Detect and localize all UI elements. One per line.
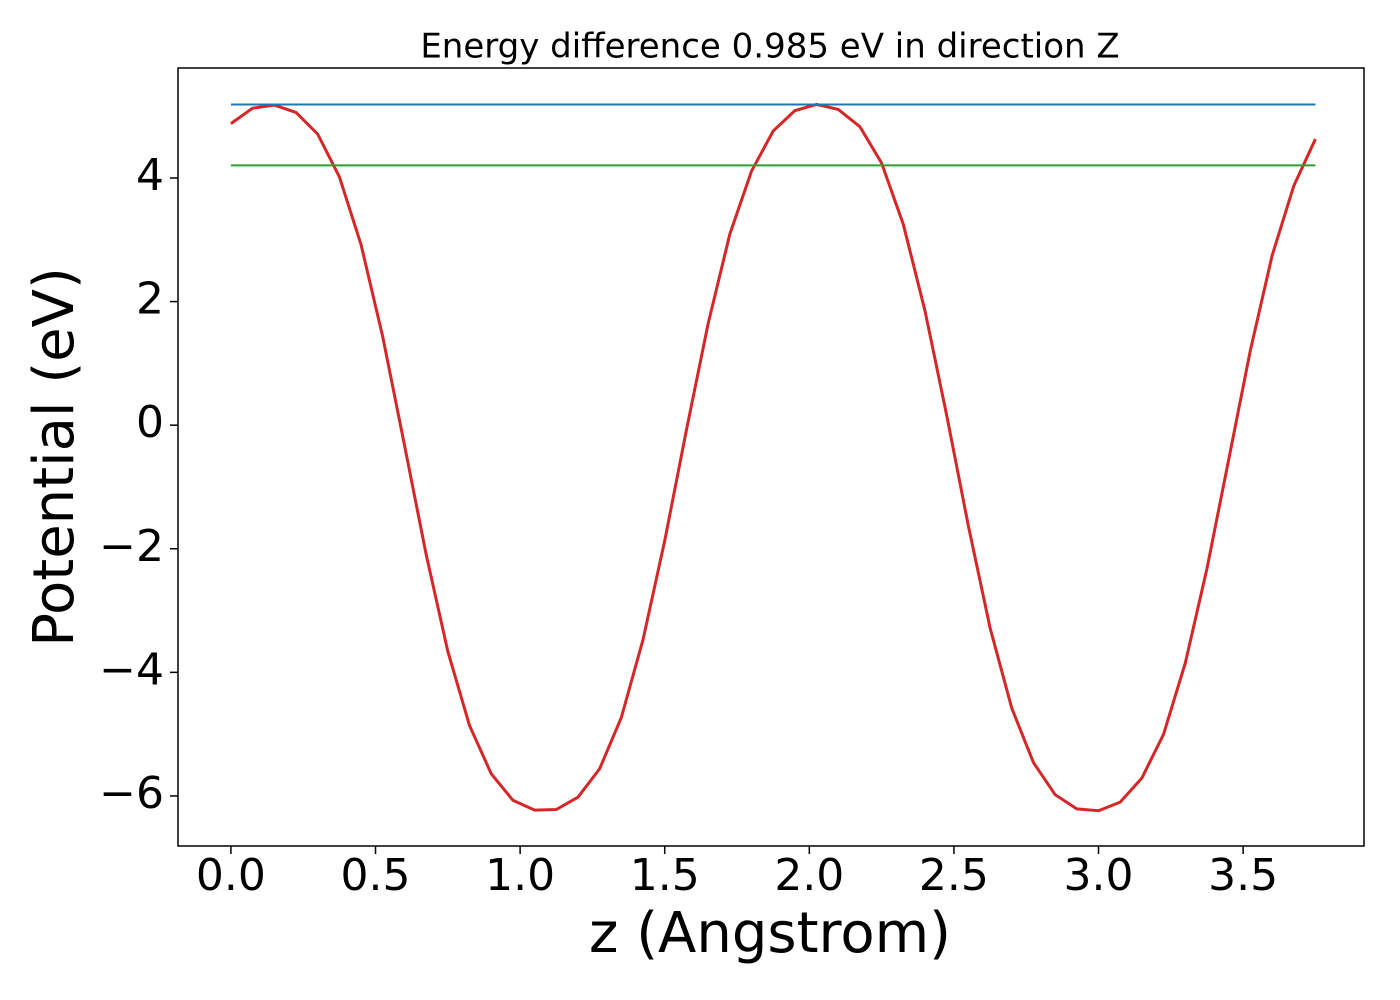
x-axis-label: z (Angstrom) <box>589 901 951 966</box>
y-tick-label: −2 <box>99 521 164 572</box>
x-tick-label: 2.0 <box>774 850 844 901</box>
x-tick-label: 3.5 <box>1208 850 1278 901</box>
x-tick-label: 1.0 <box>485 850 555 901</box>
x-tick-label: 3.0 <box>1064 850 1134 901</box>
y-tick-label: 4 <box>136 150 164 201</box>
x-tick-label: 2.5 <box>919 850 989 901</box>
y-tick-label: −6 <box>99 768 164 819</box>
data-line <box>230 102 1317 813</box>
y-tick-label: 2 <box>136 274 164 325</box>
x-tick-label: 1.5 <box>630 850 700 901</box>
x-tick-label: 0.5 <box>341 850 411 901</box>
y-tick-label: 0 <box>136 397 164 448</box>
x-tick-label: 0.0 <box>196 850 266 901</box>
chart-title: Energy difference 0.985 eV in direction … <box>420 27 1119 67</box>
y-axis-label: Potential (eV) <box>22 267 87 647</box>
plot-frame <box>177 67 1365 847</box>
y-tick-label: −4 <box>99 644 164 695</box>
